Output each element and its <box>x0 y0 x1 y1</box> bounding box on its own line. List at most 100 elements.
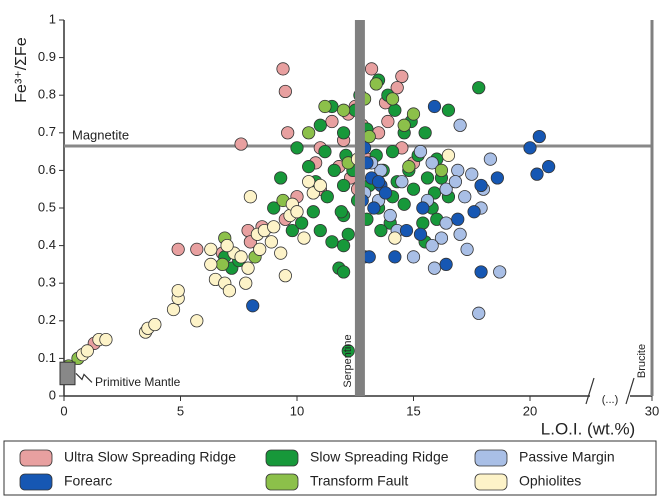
point <box>281 126 295 140</box>
point <box>467 205 481 219</box>
point <box>427 261 442 275</box>
y-tick-label: 0.9 <box>38 49 56 64</box>
axis-break-label: (...) <box>602 394 619 406</box>
point <box>234 137 248 151</box>
point <box>483 152 497 166</box>
leader-line <box>75 373 93 383</box>
point <box>278 84 292 99</box>
legend-swatch <box>265 449 299 467</box>
point <box>369 77 383 91</box>
point <box>204 242 218 256</box>
point <box>318 99 332 114</box>
point <box>336 103 351 117</box>
point <box>490 171 504 185</box>
point <box>460 242 474 256</box>
legend-swatch <box>474 449 508 467</box>
point <box>406 182 421 196</box>
y-tick-label: 0 <box>49 387 56 402</box>
y-axis-title: Fe³⁺/ΣFe <box>13 37 30 103</box>
point <box>285 223 299 238</box>
point <box>425 239 439 253</box>
point <box>320 190 334 204</box>
point <box>472 306 486 320</box>
point <box>381 114 395 129</box>
y-tick-label: 0.1 <box>38 350 56 365</box>
point <box>222 284 237 298</box>
point <box>313 118 327 132</box>
y-tick-label: 0.5 <box>38 199 56 214</box>
point <box>378 186 393 200</box>
point <box>448 175 463 189</box>
legend-label: Transform Fault <box>310 473 408 489</box>
point <box>215 257 230 271</box>
point <box>374 223 388 238</box>
point <box>274 246 288 260</box>
point <box>171 242 185 256</box>
point <box>451 163 465 177</box>
point <box>190 242 204 256</box>
legend-swatch <box>19 473 53 491</box>
point <box>297 231 311 245</box>
x-tick-label: 30 <box>645 403 659 418</box>
point <box>453 118 467 132</box>
point <box>388 231 402 245</box>
point <box>234 250 248 264</box>
point <box>402 160 416 174</box>
point <box>336 239 351 253</box>
point <box>523 141 537 155</box>
point <box>253 242 267 256</box>
y-tick-label: 0.8 <box>38 87 56 102</box>
reference-label: Brucite <box>636 344 648 378</box>
point <box>385 92 400 106</box>
point <box>364 62 379 76</box>
point <box>241 261 255 275</box>
y-tick-label: 0.2 <box>38 312 56 327</box>
legend-label: Passive Margin <box>519 449 615 465</box>
point <box>474 265 488 279</box>
y-tick-label: 0.7 <box>38 124 56 139</box>
point <box>243 190 257 204</box>
point <box>453 227 467 241</box>
point <box>383 208 397 223</box>
point <box>413 227 428 241</box>
point <box>290 205 304 219</box>
point <box>542 160 556 174</box>
point <box>246 299 260 313</box>
point <box>290 141 304 155</box>
point <box>264 235 278 249</box>
legend-label: Ultra Slow Spreading Ridge <box>64 449 236 465</box>
point <box>325 114 339 129</box>
point <box>267 220 281 234</box>
point <box>441 148 456 162</box>
point <box>327 163 341 177</box>
point <box>318 145 332 159</box>
point <box>302 160 316 174</box>
y-tick-label: 0.4 <box>38 237 56 252</box>
x-axis-title: L.O.I. (wt.%) <box>541 419 635 438</box>
point <box>458 190 472 204</box>
x-tick-label: 20 <box>523 403 537 418</box>
point <box>148 317 162 332</box>
point <box>425 156 439 170</box>
point <box>204 257 218 271</box>
point <box>276 62 290 76</box>
point <box>341 227 355 241</box>
point <box>399 223 414 238</box>
point <box>434 231 449 245</box>
point <box>336 265 351 279</box>
legend-swatch <box>474 473 508 491</box>
point <box>274 171 288 185</box>
point <box>341 344 355 358</box>
point <box>472 81 486 95</box>
point <box>220 239 234 253</box>
y-tick-label: 0.3 <box>38 275 56 290</box>
point <box>302 126 316 140</box>
legend-swatch <box>265 473 299 491</box>
point <box>302 175 316 189</box>
x-tick-label: 5 <box>177 403 184 418</box>
y-tick-label: 0.6 <box>38 162 56 177</box>
point <box>313 178 327 193</box>
point <box>388 103 402 117</box>
point <box>190 314 204 328</box>
